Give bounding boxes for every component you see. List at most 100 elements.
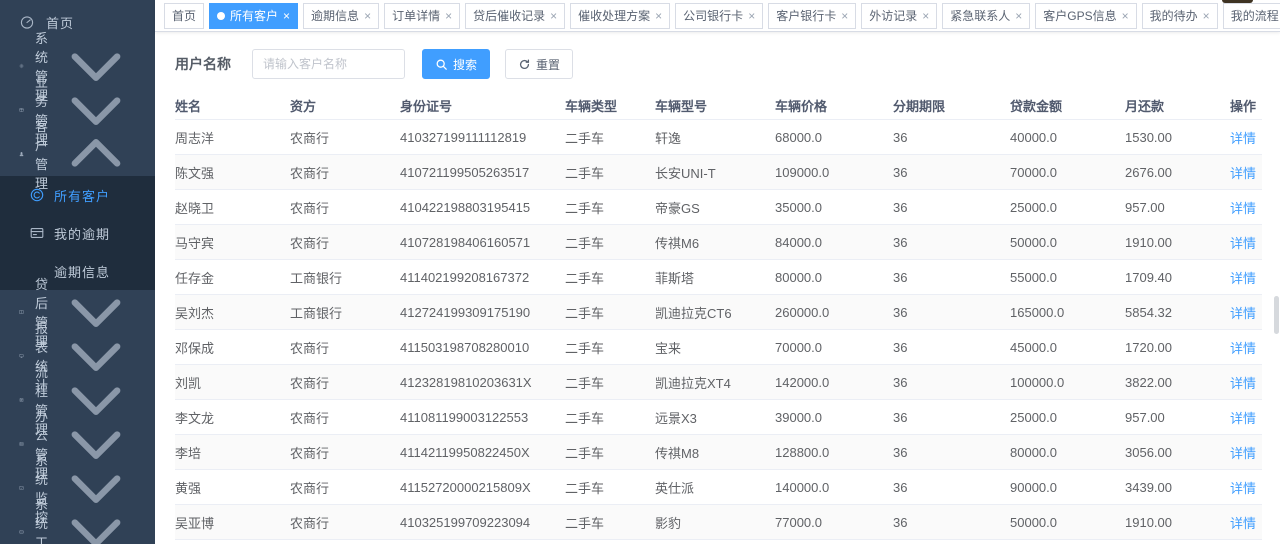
cell-8: 3056.00 [1125, 444, 1172, 460]
book-icon [19, 304, 24, 320]
cell-2: 41152720000215809X [400, 479, 531, 495]
cell-6: 36 [893, 444, 908, 460]
tab-2[interactable]: 逾期信息 × [303, 2, 380, 29]
sidebar-item-7[interactable]: 办公管理 [0, 409, 155, 481]
tab-10[interactable]: 客户GPS信息 × [1035, 2, 1137, 29]
cell-1: 工商银行 [290, 305, 343, 321]
detail-link[interactable]: 详情 [1229, 375, 1256, 391]
cell-6: 36 [893, 129, 908, 145]
tab-close-icon[interactable]: × [550, 8, 558, 23]
cell-0: 吴刘杰 [175, 305, 215, 321]
cell-6: 36 [893, 339, 908, 355]
tab-close-icon[interactable]: × [445, 8, 453, 23]
sidebar-item-8[interactable]: 系统监控 [0, 453, 155, 525]
tab-8[interactable]: 外访记录 × [861, 2, 938, 29]
cell-3: 二手车 [565, 375, 605, 391]
detail-link[interactable]: 详情 [1229, 340, 1256, 356]
detail-link[interactable]: 详情 [1229, 130, 1256, 146]
cell-8: 1910.00 [1125, 234, 1172, 250]
detail-link[interactable]: 详情 [1229, 515, 1256, 531]
sidebar-item-9[interactable]: 系统工具 [0, 497, 155, 544]
dashboard-icon [19, 14, 35, 30]
tab-close-icon[interactable]: × [841, 8, 849, 23]
cell-8: 1720.00 [1125, 339, 1172, 355]
tab-6[interactable]: 公司银行卡 × [675, 2, 764, 29]
tab-4[interactable]: 贷后催收记录 × [465, 2, 566, 29]
tab-11[interactable]: 我的待办 × [1141, 2, 1218, 29]
search-input[interactable] [252, 49, 405, 79]
cell-8: 3822.00 [1125, 374, 1172, 390]
cell-action: 详情 [1205, 513, 1262, 532]
table-row: 吴亚博 农商行 410325199709223094 二手车 影豹 77000.0 36 50… [175, 505, 1262, 540]
table-row: 吴刘杰 工商银行 412724199309175190 二手车 凯迪拉克CT6 26000… [175, 295, 1262, 330]
sidebar-item-0[interactable]: 首页 [0, 0, 155, 44]
detail-link[interactable]: 详情 [1229, 305, 1256, 321]
column-header-2: 身份证号 [400, 98, 453, 114]
detail-link[interactable]: 详情 [1229, 270, 1256, 286]
detail-link[interactable]: 详情 [1229, 200, 1256, 216]
sidebar-item-5[interactable]: 报表统计 [0, 321, 155, 393]
cell-7: 70000.0 [1010, 164, 1057, 180]
table-body: 周志洋 农商行 410327199111112819 二手车 轩逸 68000.0 36 40… [175, 120, 1262, 544]
tab-5[interactable]: 催收处理方案 × [570, 2, 671, 29]
tab-label: 逾期信息 [311, 9, 360, 23]
table-row: 周志洋 农商行 410327199111112819 二手车 轩逸 68000.0 36 40… [175, 120, 1262, 155]
cell-2: 411402199208167372 [400, 269, 530, 285]
cell-4: 长安UNI-T [655, 165, 716, 181]
tab-3[interactable]: 订单详情 × [384, 2, 461, 29]
cell-1: 农商行 [290, 165, 330, 181]
sidebar-item-4[interactable]: 贷后管理 [0, 277, 155, 349]
sidebar-subitem-0[interactable]: 所有客户 [0, 176, 155, 214]
table-row: 贾耀辉工商银行二手车卡罗拉 [175, 540, 1262, 544]
cell-action: 详情 [1205, 373, 1262, 392]
sidebar: 首页 系统管理 业务管理 客户管理 所有客户 我的逾期 逾期信息 贷后管理 报表统计 流程管理 办公… [0, 0, 155, 544]
gear-icon [19, 58, 24, 74]
tab-close-icon[interactable]: × [1202, 8, 1210, 23]
cell-2: 410325199709223094 [400, 514, 531, 530]
chevron-down-icon [49, 63, 143, 157]
reset-button[interactable]: 重置 [505, 49, 574, 79]
scrollbar-thumb[interactable] [1274, 296, 1279, 334]
tab-close-icon[interactable]: × [364, 8, 372, 23]
sidebar-item-6[interactable]: 流程管理 [0, 365, 155, 437]
cell-3: 二手车 [565, 130, 605, 146]
tab-close-icon[interactable]: × [922, 8, 930, 23]
detail-link[interactable]: 详情 [1229, 480, 1256, 496]
cell-6: 36 [893, 409, 908, 425]
sidebar-subitem-2[interactable]: 逾期信息 [0, 252, 155, 290]
search-button[interactable]: 搜索 [422, 49, 491, 79]
tab-close-icon[interactable]: × [748, 8, 756, 23]
sidebar-item-label: 业务管理 [35, 75, 50, 147]
cell-1: 工商银行 [290, 270, 343, 286]
tab-close-icon[interactable]: × [655, 8, 663, 23]
tab-close-icon[interactable]: × [1015, 8, 1023, 23]
tab-label: 订单详情 [392, 9, 441, 23]
avatar[interactable] [1222, 0, 1253, 3]
tab-close-icon[interactable]: × [1121, 8, 1129, 23]
chevron-down-icon [49, 265, 143, 359]
cell-3: 二手车 [565, 165, 605, 181]
cell-1: 农商行 [290, 410, 330, 426]
detail-link[interactable]: 详情 [1229, 235, 1256, 251]
column-header-1: 资方 [290, 98, 317, 114]
tab-7[interactable]: 客户银行卡 × [768, 2, 857, 29]
cell-6: 36 [893, 374, 908, 390]
cell-3: 二手车 [565, 480, 605, 496]
cell-8: 1910.00 [1125, 514, 1172, 530]
tab-1[interactable]: 所有客户 × [209, 2, 299, 29]
detail-link[interactable]: 详情 [1229, 445, 1256, 461]
cell-3: 二手车 [565, 270, 605, 286]
sidebar-item-3[interactable]: 客户管理 [0, 119, 155, 191]
cell-4: 传祺M8 [655, 445, 700, 461]
sidebar-subitem-1[interactable]: 我的逾期 [0, 214, 155, 252]
tab-0[interactable]: 首页 [164, 2, 205, 29]
tab-12[interactable]: 我的流程× [1222, 2, 1280, 29]
cell-2: 410422198803195415 [400, 199, 531, 215]
sidebar-item-1[interactable]: 系统管理 [0, 31, 155, 103]
detail-link[interactable]: 详情 [1229, 165, 1256, 181]
tab-close-icon[interactable]: × [283, 8, 291, 23]
tab-9[interactable]: 紧急联系人 × [942, 2, 1031, 29]
sidebar-item-label: 流程管理 [35, 365, 50, 437]
sidebar-item-2[interactable]: 业务管理 [0, 75, 155, 147]
detail-link[interactable]: 详情 [1229, 410, 1256, 426]
